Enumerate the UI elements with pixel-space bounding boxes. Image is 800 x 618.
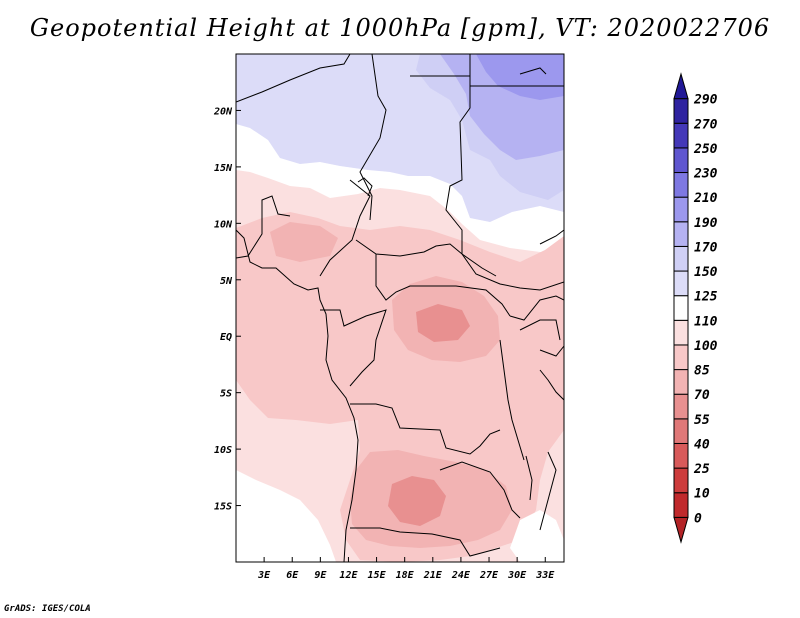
colorbar-swatch [673, 245, 689, 272]
colorbar-label: 10 [694, 487, 710, 502]
colorbar-label: 290 [693, 93, 718, 108]
lon-tick-label: 12E [339, 570, 358, 581]
colorbar-label: 190 [694, 216, 718, 231]
lat-tick-label: 5N [220, 276, 233, 287]
lat-tick-label: 15S [214, 502, 232, 513]
colorbar-label: 270 [693, 117, 718, 132]
lon-tick-label: 15E [368, 570, 387, 581]
map-title: Geopotential Height at 1000hPa [gpm], VT… [29, 14, 771, 42]
credit-label: GrADS: IGES/COLA [4, 604, 91, 614]
colorbar-swatch [673, 172, 689, 198]
borders [236, 54, 564, 562]
border-zambia [439, 461, 521, 519]
border-drc-angola [350, 403, 501, 455]
colorbar-swatch [673, 344, 689, 371]
colorbar-swatch [673, 418, 689, 444]
shade-190-210 [476, 54, 564, 100]
border-egypt-sudan-red-sea [519, 67, 547, 75]
colorbar-label: 85 [694, 364, 710, 379]
colorbar-label: 0 [694, 511, 702, 526]
colorbar-swatch [673, 369, 689, 395]
colorbar-label: 100 [694, 339, 718, 354]
colorbar-label: 70 [694, 388, 710, 403]
colorbar-swatch [673, 270, 689, 297]
colorbar-label: 230 [693, 167, 718, 182]
map-frame [235, 53, 565, 563]
lon-tick-label: 30E [507, 570, 527, 581]
lakes-east [499, 319, 561, 501]
colorbar-swatch [673, 221, 689, 247]
lat-axis: 20N 15N 10N 5N EQ 5S 10S 15S [213, 106, 241, 513]
lon-tick-label: 6E [286, 570, 299, 581]
lat-tick-label: 5S [220, 389, 232, 400]
colorbar-swatch [673, 122, 689, 149]
border-egypt [469, 54, 564, 87]
lat-tick-label: 20N [213, 106, 233, 117]
shade-110-125-southwest [236, 470, 336, 562]
colorbar-label: 110 [694, 314, 718, 329]
lon-axis: 3E 6E 9E 12E 15E 18E 21E 24E 27E 30E 33E [257, 557, 555, 581]
border-east-africa [509, 295, 564, 531]
colorbar-swatch [673, 442, 689, 469]
colorbar-swatch [673, 393, 689, 420]
lon-tick-label: 27E [479, 570, 499, 581]
colorbar-top-arrow [673, 72, 689, 100]
colorbar-label: 125 [694, 290, 718, 305]
lon-tick-label: 3E [257, 570, 271, 581]
border-cameroon-congo [320, 309, 387, 387]
border-chad-car [319, 179, 497, 277]
colorbar-label: 170 [694, 240, 718, 255]
border-libya-sudan [410, 75, 471, 254]
colorbar-label: 55 [694, 413, 710, 428]
border-angola-namibia [350, 527, 501, 557]
colorbar-swatch [673, 196, 689, 223]
colorbar-swatch [673, 98, 689, 124]
colorbar-label: 250 [693, 142, 718, 157]
colorbar-swatch [673, 319, 689, 346]
colorbar-label: 40 [694, 437, 710, 452]
lat-tick-label: 10S [214, 445, 232, 456]
border-sahara-north [236, 54, 387, 221]
lon-tick-label: 24E [451, 570, 471, 581]
colorbar-swatch [673, 147, 689, 174]
shade-55-70-congo [416, 304, 470, 342]
colorbar-swatch [673, 467, 689, 494]
border-sudan-south [461, 229, 564, 291]
shade-70-85-west [270, 222, 338, 262]
lat-tick-label: EQ [220, 332, 232, 343]
border-nigeria [236, 195, 291, 259]
colorbar-bottom-arrow [673, 516, 689, 544]
colorbar-swatch [673, 295, 689, 321]
lon-tick-label: 21E [423, 570, 443, 581]
lake-chad [357, 177, 373, 197]
lon-tick-label: 18E [396, 570, 415, 581]
lat-tick-label: 15N [214, 163, 233, 174]
coastline-west [236, 229, 359, 562]
colorbar-label: 210 [693, 191, 718, 206]
colorbar: 0 10 25 40 55 70 85 100 110 125 150 170 190 210 230 250… [673, 72, 718, 544]
colorbar-swatch [673, 492, 689, 518]
lat-tick-label: 10N [214, 219, 233, 230]
shade-55-70-south [388, 476, 446, 526]
shaded-field [236, 54, 564, 562]
colorbar-label: 150 [694, 265, 718, 280]
colorbar-label: 25 [693, 462, 710, 477]
shade-110-125-southeast [510, 510, 564, 562]
lon-tick-label: 33E [535, 570, 555, 581]
lon-tick-label: 9E [314, 570, 327, 581]
border-car-drc [375, 254, 511, 317]
